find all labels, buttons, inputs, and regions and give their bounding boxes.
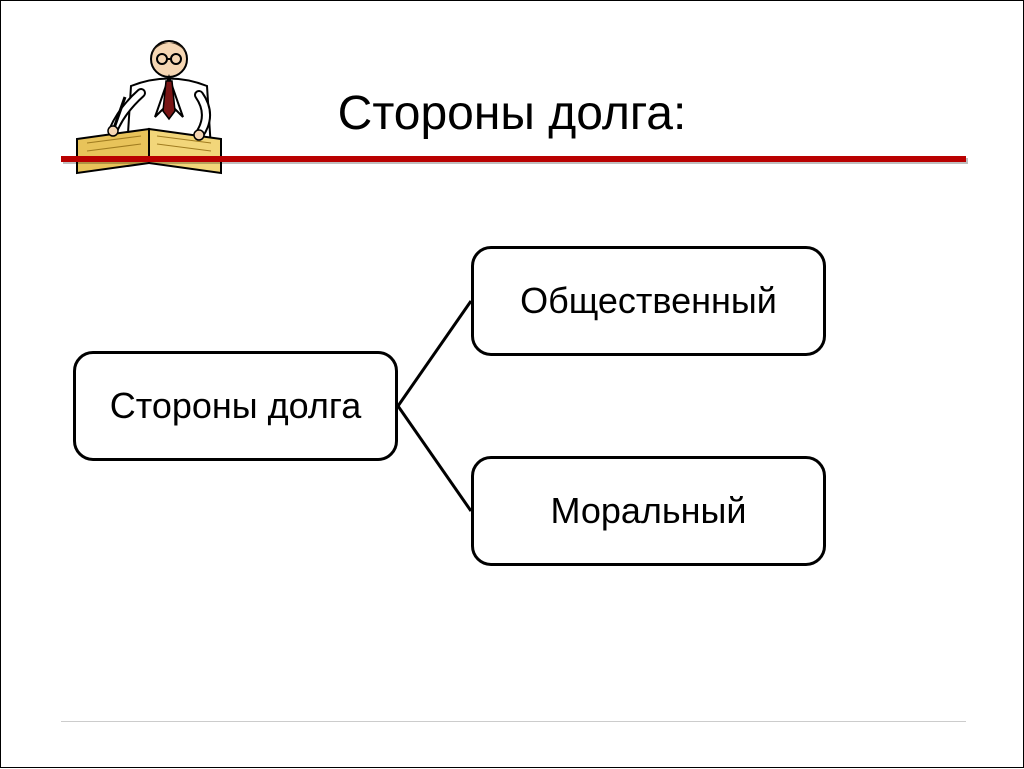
diagram-child-node: Моральный: [471, 456, 826, 566]
node-label: Стороны долга: [110, 385, 362, 427]
diagram-root-node: Стороны долга: [73, 351, 398, 461]
node-label: Моральный: [550, 490, 746, 532]
footer-divider: [61, 721, 966, 722]
slide-title: Стороны долга:: [338, 87, 687, 140]
diagram-child-node: Общественный: [471, 246, 826, 356]
slide-title-row: Стороны долга:: [1, 86, 1023, 141]
node-label: Общественный: [520, 280, 777, 322]
title-divider: [61, 156, 966, 166]
